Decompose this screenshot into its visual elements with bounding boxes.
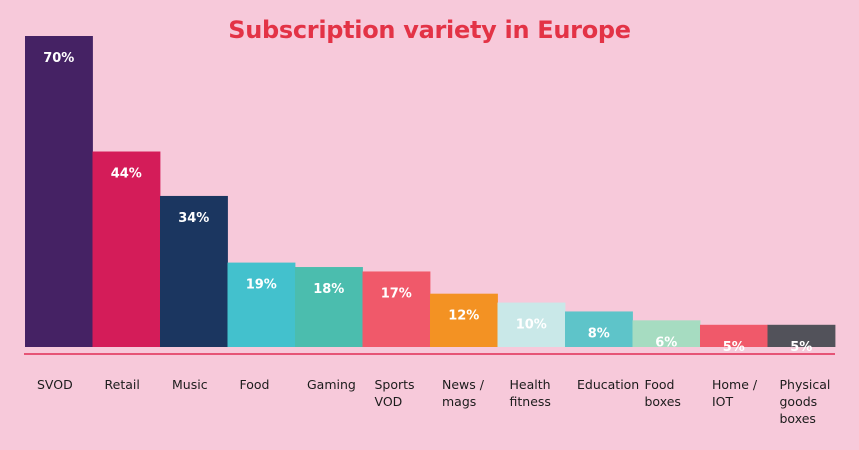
category-label-line: News /	[442, 377, 485, 392]
category-label: Retail	[105, 377, 140, 392]
category-label-line: Physical	[780, 377, 831, 392]
bar-value-label: 5%	[790, 340, 812, 355]
category-label: Food	[240, 377, 270, 392]
bar-value-label: 17%	[381, 286, 412, 301]
category-label-line: VOD	[375, 394, 403, 409]
category-label-line: Food	[240, 377, 270, 392]
bar-value-label: 8%	[588, 326, 610, 341]
bar	[362, 271, 431, 347]
category-label-line: Food	[645, 377, 675, 392]
bar	[92, 151, 161, 347]
category-label: Gaming	[307, 377, 356, 392]
bar	[227, 262, 296, 347]
category-label-line: fitness	[510, 394, 551, 409]
category-label: Education	[577, 377, 639, 392]
category-label-line: SVOD	[37, 377, 73, 392]
category-label: SVOD	[37, 377, 73, 392]
category-label-line: Gaming	[307, 377, 356, 392]
category-label-line: Health	[510, 377, 551, 392]
category-label-line: Education	[577, 377, 639, 392]
category-label-line: boxes	[645, 394, 681, 409]
bar-value-label: 34%	[178, 211, 209, 226]
category-label-line: mags	[442, 394, 476, 409]
bar-value-label: 44%	[111, 167, 142, 182]
category-label: Home / IOT	[712, 377, 758, 409]
bar-value-label: 19%	[246, 278, 277, 293]
category-label-line: Home /	[712, 377, 758, 392]
category-label: Sports VOD	[375, 377, 415, 409]
category-label: Physical goods boxes	[780, 377, 831, 426]
bar-value-label: 70%	[43, 51, 74, 66]
bar	[565, 311, 633, 347]
category-label: Music	[172, 377, 208, 392]
bar-value-label: 18%	[313, 282, 344, 297]
category-label: Health fitness	[510, 377, 551, 409]
bar	[160, 195, 228, 347]
category-label-line: boxes	[780, 411, 816, 426]
category-label: News / mags	[442, 377, 485, 409]
bar-value-label: 6%	[655, 335, 677, 350]
category-label: Food boxes	[645, 377, 681, 409]
bar	[700, 324, 768, 347]
category-label-line: Retail	[105, 377, 140, 392]
bar	[25, 36, 93, 347]
bar	[767, 324, 836, 347]
category-label-line: Music	[172, 377, 208, 392]
category-label-line: Sports	[375, 377, 415, 392]
bar-value-label: 10%	[516, 318, 547, 333]
bar	[632, 320, 701, 347]
bar-value-label: 5%	[723, 340, 745, 355]
bar	[497, 302, 566, 347]
bar-value-label: 12%	[448, 309, 479, 324]
category-label-line: goods	[780, 394, 818, 409]
bar	[430, 293, 498, 347]
bar	[295, 267, 363, 347]
chart-title: Subscription variety in Europe	[228, 16, 631, 44]
category-label-line: IOT	[712, 394, 734, 409]
